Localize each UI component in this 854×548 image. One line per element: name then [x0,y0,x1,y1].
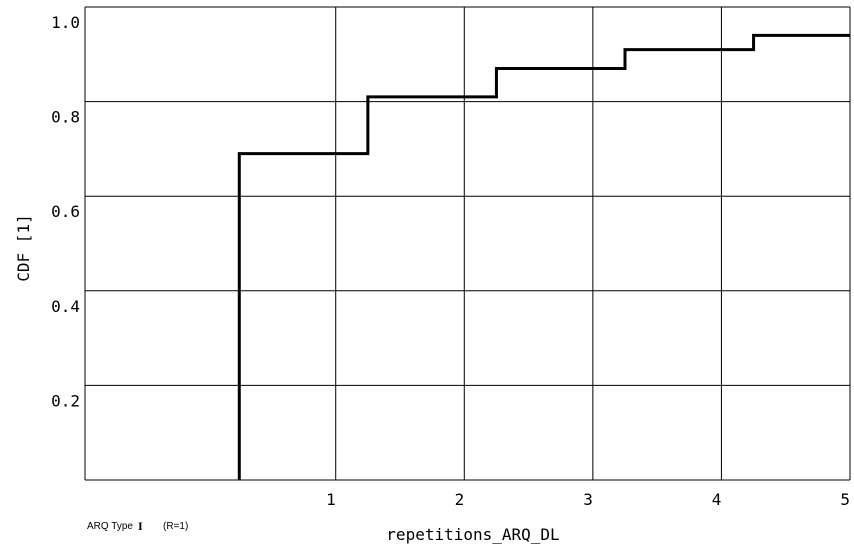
y-tick-label-1.0: 1.0 [51,13,80,32]
x-tick-label-2: 2 [455,490,465,509]
legend-extra: (R=1) [163,521,188,532]
legend-label: ARQ Type [87,521,133,532]
x-tick-label-4: 4 [712,490,722,509]
y-axis-label: CDF [1] [14,214,33,281]
x-axis-label: repetitions_ARQ_DL [386,525,559,544]
y-tick-label-0.4: 0.4 [51,297,80,316]
x-tick-label-1: 1 [326,490,336,509]
y-tick-label-0.8: 0.8 [51,108,80,127]
grid [85,6,851,480]
y-tick-label-0.2: 0.2 [51,391,80,410]
tick-labels: 1 2 3 4 5 0.2 0.4 0.6 0.8 1.0 [51,13,850,509]
legend: ARQ Type I (R=1) [87,519,188,533]
y-tick-label-0.6: 0.6 [51,202,80,221]
x-tick-label-5: 5 [840,490,850,509]
axes [84,7,850,481]
series-layer [237,33,850,480]
legend-roman-numeral: I [138,519,143,533]
x-tick-label-3: 3 [583,490,593,509]
